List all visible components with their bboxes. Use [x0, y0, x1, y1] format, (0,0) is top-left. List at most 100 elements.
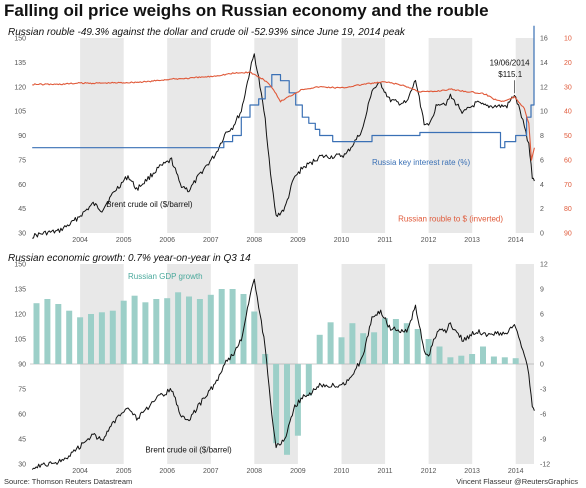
- y-right-tick-label: 4: [540, 182, 544, 189]
- x-tick-label: 2010: [334, 237, 350, 244]
- x-tick-label: 2011: [377, 237, 392, 244]
- y-left-tick-label: 30: [18, 231, 26, 238]
- gdp-bar: [196, 299, 203, 364]
- gdp-bar: [338, 337, 345, 364]
- y-right-tick-label: 2: [540, 206, 544, 213]
- x-tick-label: 2013: [464, 468, 480, 475]
- gdp-bar: [436, 346, 443, 364]
- gdp-bar: [273, 364, 280, 444]
- gdp-bar: [77, 317, 84, 364]
- y-right-inverted-tick-label: 50: [564, 133, 572, 140]
- gdp-bar: [218, 289, 225, 364]
- y-right-tick-label: 14: [540, 60, 548, 67]
- gdp-bar: [186, 296, 192, 364]
- y-right-tick-label: -3: [540, 387, 546, 394]
- y-left-tick-label: 135: [14, 287, 26, 294]
- gdp-bar: [131, 295, 138, 364]
- gdp-bar: [458, 355, 465, 364]
- x-tick-label: 2012: [421, 468, 437, 475]
- series-label-oil: Brent crude oil ($/barrel): [106, 200, 193, 209]
- y-left-tick-label: 105: [14, 337, 26, 344]
- x-tick-label: 2007: [203, 468, 219, 475]
- y-right-tick-label: 3: [540, 337, 544, 344]
- y-left-tick-label: 150: [14, 36, 26, 43]
- y-right-tick-label: -12: [540, 462, 550, 469]
- y-right-tick-label: 8: [540, 133, 544, 140]
- x-tick-label: 2011: [377, 468, 392, 475]
- gdp-bar: [44, 299, 51, 364]
- annotation-date: 19/06/2014: [490, 59, 531, 68]
- x-tick-label: 2008: [247, 468, 263, 475]
- chart-2-title: Russian economic growth: 0.7% year-on-ye…: [8, 253, 251, 264]
- y-right-tick-label: 0: [540, 231, 544, 238]
- gdp-bar: [229, 289, 236, 364]
- gdp-bar: [392, 319, 399, 364]
- x-tick-label: 2013: [464, 237, 480, 244]
- y-right-tick-label: 12: [540, 84, 548, 91]
- series-label-oil: Brent crude oil ($/barrel): [145, 445, 232, 454]
- gdp-bar: [425, 339, 432, 364]
- y-left-tick-label: 75: [18, 157, 26, 164]
- gdp-bar: [262, 354, 269, 364]
- gdp-bar: [284, 364, 290, 455]
- gdp-bar: [349, 323, 356, 364]
- gdp-bar: [371, 332, 378, 364]
- y-right-tick-label: 6: [540, 157, 544, 164]
- y-left-tick-label: 150: [14, 262, 26, 269]
- x-tick-label: 2004: [72, 237, 88, 244]
- page-title: Falling oil price weighs on Russian econ…: [4, 1, 489, 20]
- gdp-bar: [305, 364, 312, 396]
- annotation-price: $115.1: [498, 70, 522, 79]
- y-right-tick-label: -9: [540, 437, 546, 444]
- gdp-bar: [33, 303, 40, 364]
- gdp-bar: [142, 302, 149, 364]
- oil-price-line: [31, 278, 535, 470]
- gdp-bar: [164, 298, 171, 364]
- y-right-inverted-tick-label: 20: [564, 60, 572, 67]
- gdp-bar: [512, 358, 519, 364]
- x-tick-label: 2006: [159, 237, 175, 244]
- y-right-inverted-tick-label: 60: [564, 157, 572, 164]
- gdp-bar: [88, 314, 94, 364]
- x-tick-label: 2005: [116, 468, 132, 475]
- y-right-tick-label: 0: [540, 362, 544, 369]
- y-right-inverted-tick-label: 30: [564, 84, 572, 91]
- x-tick-label: 2005: [116, 237, 132, 244]
- rouble-line: [32, 71, 535, 161]
- oil-price-line: [32, 53, 535, 239]
- gdp-bar: [207, 294, 214, 364]
- gdp-bar: [294, 364, 301, 436]
- gdp-bar: [251, 311, 258, 364]
- gdp-bar: [382, 318, 388, 364]
- x-tick-label: 2004: [72, 468, 88, 475]
- x-tick-label: 2012: [421, 237, 437, 244]
- gdp-bar: [327, 322, 334, 364]
- gdp-bar: [98, 312, 105, 364]
- y-right-tick-label: -6: [540, 412, 546, 419]
- x-tick-label: 2009: [290, 468, 306, 475]
- y-left-tick-label: 30: [18, 462, 26, 469]
- chart-1-title: Russian rouble -49.3% against the dollar…: [8, 27, 405, 38]
- y-right-tick-label: 16: [540, 36, 548, 43]
- interest-rate-line: [32, 25, 535, 149]
- x-tick-label: 2008: [247, 237, 263, 244]
- y-left-tick-label: 45: [18, 206, 26, 213]
- y-left-tick-label: 45: [18, 437, 26, 444]
- gdp-bar: [490, 356, 497, 364]
- credit-note: Vincent Flasseur @ReutersGraphics: [456, 477, 578, 486]
- gdp-bar: [480, 346, 486, 364]
- y-right-inverted-tick-label: 40: [564, 109, 572, 116]
- gdp-bar: [109, 310, 116, 364]
- gdp-bar: [153, 299, 160, 364]
- x-tick-label: 2009: [290, 237, 306, 244]
- series-label-rate: Russia key interest rate (%): [372, 158, 471, 167]
- y-left-tick-label: 75: [18, 387, 26, 394]
- gdp-bar: [175, 292, 182, 364]
- year-band: [428, 38, 473, 233]
- y-right-inverted-tick-label: 80: [564, 206, 572, 213]
- gdp-bar: [469, 354, 476, 364]
- x-tick-label: 2010: [334, 468, 350, 475]
- y-left-tick-label: 135: [14, 60, 26, 67]
